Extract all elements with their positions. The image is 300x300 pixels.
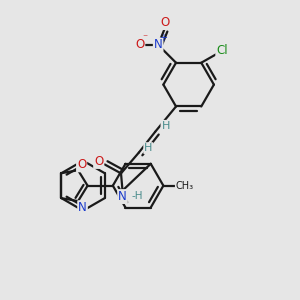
Text: O: O (160, 16, 169, 29)
Text: Cl: Cl (216, 44, 228, 57)
Text: O: O (77, 158, 86, 171)
Text: ⁻: ⁻ (142, 33, 148, 43)
Text: -H: -H (131, 191, 143, 201)
Text: O: O (135, 38, 144, 51)
Text: CH₃: CH₃ (176, 181, 194, 191)
Text: N: N (118, 190, 127, 203)
Text: H: H (161, 121, 170, 131)
Text: N: N (154, 38, 163, 51)
Text: H: H (144, 143, 153, 153)
Text: O: O (94, 155, 104, 168)
Text: +: + (160, 33, 167, 43)
Text: N: N (78, 201, 87, 214)
